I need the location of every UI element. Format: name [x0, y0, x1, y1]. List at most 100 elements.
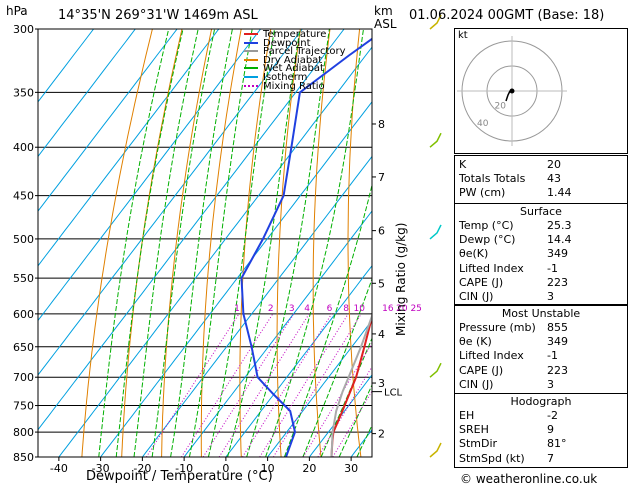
wet-adiabat-line	[188, 29, 253, 457]
series-parcel-trajectory	[330, 313, 372, 457]
wet-adiabat-line	[115, 29, 184, 457]
x-axis-title: Dewpoint / Temperature (°C)	[86, 469, 273, 484]
isotherm-line	[38, 29, 136, 158]
mixing-ratio-line	[259, 313, 349, 457]
hodograph-storm-motion	[509, 88, 515, 94]
x-tick-label: 30	[344, 462, 358, 475]
pressure-tick-label: 550	[13, 272, 34, 285]
stat-key: CAPE (J)	[459, 363, 504, 377]
surface-panel: Surface Temp (°C) 25.3 Dewp (°C) 14.4 θe(K) 3…	[454, 203, 628, 305]
surface-title: Surface	[520, 205, 562, 218]
wet-adiabat-line	[151, 29, 216, 457]
pressure-tick-label: 850	[13, 451, 34, 464]
stat-value: 20	[547, 158, 561, 171]
pressure-tick-label: 350	[13, 86, 34, 99]
hodograph-ring-label: 40	[477, 119, 489, 129]
legend-label: Isotherm	[263, 71, 308, 83]
wind-barb	[429, 442, 442, 458]
legend: Temperature Dewpoint Parcel Trajectory Dry …	[244, 29, 346, 91]
mixing-ratio-label: 1	[234, 304, 240, 314]
pressure-tick-label: 500	[13, 233, 34, 246]
legend-label: Wet Adiabat	[263, 63, 324, 75]
pressure-tick-label: 700	[13, 371, 34, 384]
x-tick-label: -30	[92, 462, 110, 475]
stat-row: Totals Totals 43	[459, 172, 623, 185]
sounding-lines	[240, 37, 372, 457]
mixing-ratio-label: 8	[343, 304, 349, 314]
legend-label: Temperature	[263, 29, 327, 40]
legend-swatch	[244, 33, 258, 35]
mixing-ratio-label: 2	[268, 304, 274, 314]
stat-key: Temp (°C)	[459, 219, 514, 232]
stat-value: 223	[547, 363, 568, 377]
mixing-ratio-label: 10	[353, 304, 365, 314]
stat-key: Pressure (mb)	[459, 321, 536, 334]
stat-row: Pressure (mb) 855	[459, 321, 623, 334]
km-tick-label: 2	[378, 428, 385, 441]
stat-value: 25.3	[547, 219, 572, 232]
location-title: 14°35'N 269°31'W 1469m ASL	[58, 8, 258, 23]
wind-barb	[429, 14, 442, 30]
hodograph-ring-label: 20	[495, 102, 507, 112]
legend-swatch	[244, 75, 258, 78]
km-tick-label: 5	[378, 277, 385, 290]
dry-adiabat-line	[81, 29, 153, 457]
mixing-ratio-label: 6	[327, 304, 333, 314]
legend-item: Dewpoint	[244, 37, 346, 49]
mixing-ratio-line	[218, 313, 310, 457]
mixing-ratio-line	[242, 313, 333, 457]
stat-key: StmSpd (kt)	[459, 451, 525, 465]
wet-adiabat-line	[320, 337, 372, 457]
hodograph-unit: kt	[458, 30, 468, 41]
y2-axis-title: Mixing Ratio (g/kg)	[394, 222, 408, 336]
stat-row: CIN (J) 3	[459, 290, 623, 303]
dry-adiabat-line	[312, 29, 331, 457]
mixing-ratio-line	[202, 313, 295, 457]
wet-adiabat-line	[265, 29, 364, 457]
pressure-tick-label: 600	[13, 308, 34, 321]
legend-swatch	[244, 67, 258, 70]
dry-adiabat-line	[415, 29, 441, 457]
x-tick-label: -40	[50, 462, 68, 475]
lcl-label: LCL	[384, 388, 403, 399]
km-tick-label: 7	[378, 171, 385, 184]
legend-label: Parcel Trajectory	[263, 46, 346, 58]
stat-row: SREH 9	[459, 423, 623, 436]
legend-swatch	[244, 58, 258, 61]
mixing-ratio-line	[180, 313, 274, 457]
isotherm-line	[309, 374, 372, 457]
x-tick-label: -10	[175, 462, 193, 475]
isotherm-line	[38, 29, 220, 267]
km-tick-label: 8	[378, 118, 385, 131]
wet-adiabat-line	[133, 29, 199, 457]
wind-barb	[429, 362, 442, 378]
legend-label: Dewpoint	[263, 37, 311, 49]
isotherm-line	[58, 46, 372, 457]
x-tick-label: 20	[302, 462, 316, 475]
most-unstable-panel: Most Unstable Pressure (mb) 855 θe (K) 349 L…	[454, 305, 628, 394]
km-tick-label: 4	[378, 328, 385, 341]
isotherm-line	[38, 29, 178, 212]
legend-item: Wet Adiabat	[244, 63, 346, 75]
km-tick-label: 6	[378, 225, 385, 238]
pressure-tick-label: 300	[13, 23, 34, 36]
stat-row: K 20	[459, 158, 623, 171]
stat-row: Lifted Index -1	[459, 262, 623, 275]
hodograph-panel: kt 20 40	[454, 28, 628, 154]
stat-key: Lifted Index	[459, 349, 524, 363]
isotherm-line	[38, 29, 303, 376]
stat-key: K	[459, 158, 467, 171]
wind-barbs	[429, 14, 442, 458]
wet-adiabat-line	[227, 29, 301, 457]
legend-item: Isotherm	[244, 71, 346, 83]
wind-barb	[429, 132, 442, 148]
stat-key: PW (cm)	[459, 186, 506, 200]
isotherm-line	[38, 29, 345, 431]
stat-row: PW (cm) 1.44	[459, 186, 623, 199]
mixing-ratio-line	[145, 313, 240, 457]
dry-adiabat-line	[347, 29, 362, 457]
mixing-ratio-label: 4	[304, 304, 310, 314]
stat-key: SREH	[459, 423, 489, 437]
indices-panel: K 20 Totals Totals 43 PW (cm) 1.44	[454, 155, 628, 207]
km-tick-label: 3	[378, 377, 385, 390]
